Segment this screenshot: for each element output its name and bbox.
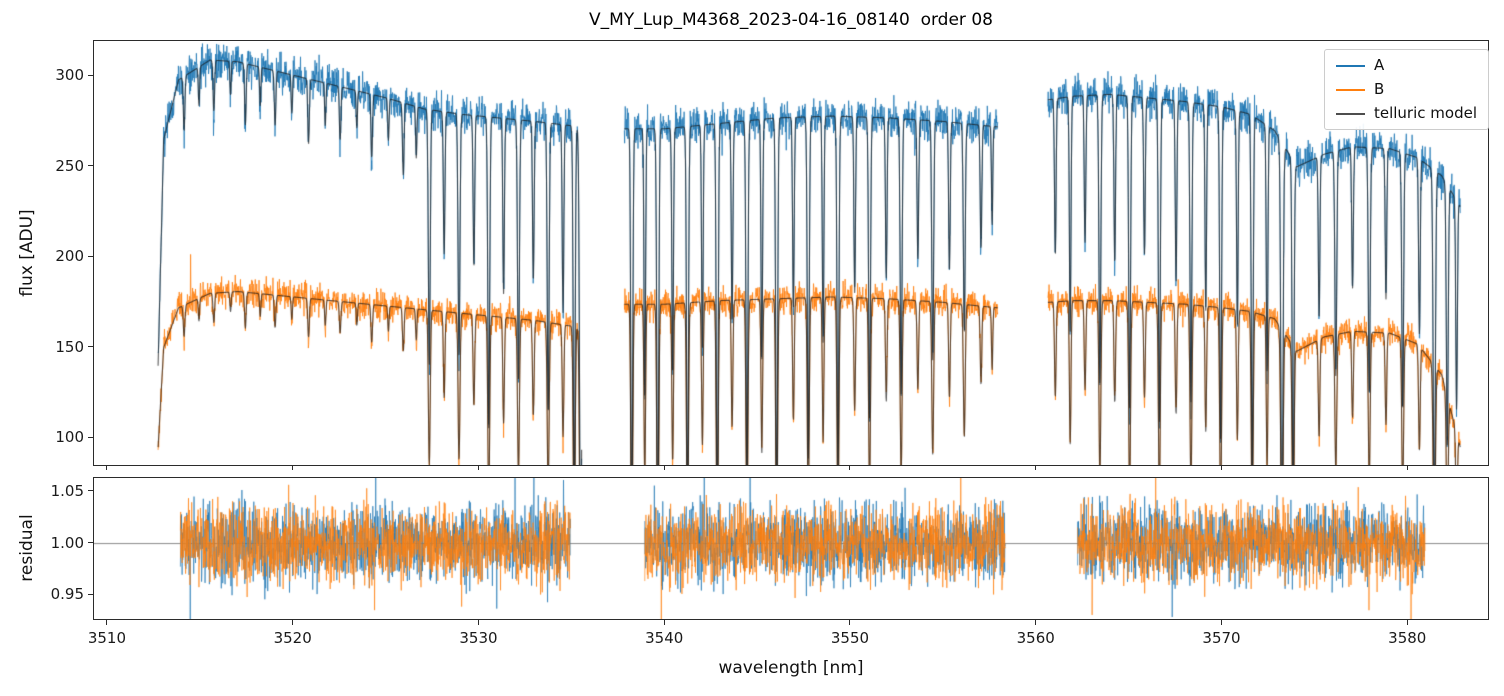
x-tick-mark <box>477 466 479 470</box>
legend-entry-b: B <box>1335 80 1477 98</box>
flux-y-tick-label: 250 <box>55 156 84 175</box>
residual-y-tick-label: 1.05 <box>50 481 84 500</box>
chart-title: V_MY_Lup_M4368_2023-04-16_08140 order 08 <box>589 10 993 30</box>
x-tick-mark <box>1221 466 1222 470</box>
x-tick-label: 3550 <box>830 629 870 647</box>
flux-y-axis-label: flux [ADU] <box>17 209 37 297</box>
x-tick-mark <box>1406 466 1408 470</box>
x-tick-mark <box>106 466 108 470</box>
x-tick-label: 3520 <box>273 629 312 647</box>
flux-y-tick-label: 100 <box>55 428 84 447</box>
legend-label-a: A <box>1373 56 1385 74</box>
x-tick-label: 3510 <box>87 629 127 647</box>
x-tick-mark <box>663 620 665 625</box>
x-tick-label: 3580 <box>1388 629 1427 647</box>
x-tick-label: 3540 <box>645 629 684 647</box>
legend-label-b: B <box>1373 80 1385 98</box>
series-b-line-swatch <box>1335 88 1365 91</box>
x-tick-mark <box>1221 620 1222 625</box>
x-tick-label: 3530 <box>459 629 498 647</box>
residual-y-axis-label: residual <box>17 514 37 582</box>
x-tick-mark <box>477 620 479 625</box>
x-tick-label: 3570 <box>1202 629 1241 647</box>
x-tick-label: 3560 <box>1016 629 1055 647</box>
x-tick-mark <box>292 620 294 625</box>
x-tick-mark <box>1035 620 1037 625</box>
x-tick-mark <box>106 620 108 625</box>
legend: A B telluric model <box>1323 49 1489 130</box>
x-tick-mark <box>1035 466 1037 470</box>
flux-y-tick-label: 150 <box>55 337 84 356</box>
x-tick-mark <box>849 466 851 470</box>
flux-y-tick-label: 300 <box>55 66 84 85</box>
x-tick-mark <box>663 466 665 470</box>
telluric-model-line-swatch <box>1335 112 1365 115</box>
residual-y-tick-label: 0.95 <box>50 585 84 604</box>
legend-label-telluric-model: telluric model <box>1373 104 1477 122</box>
series-a-line-swatch <box>1335 64 1365 67</box>
legend-entry-a: A <box>1335 56 1477 74</box>
x-tick-mark <box>292 466 294 470</box>
x-tick-mark <box>1406 620 1408 625</box>
flux-canvas <box>94 41 1488 465</box>
x-axis-label: wavelength [nm] <box>718 658 864 678</box>
residual-canvas <box>94 478 1488 619</box>
x-tick-mark <box>849 620 851 625</box>
legend-entry-telluric-model: telluric model <box>1335 104 1477 122</box>
